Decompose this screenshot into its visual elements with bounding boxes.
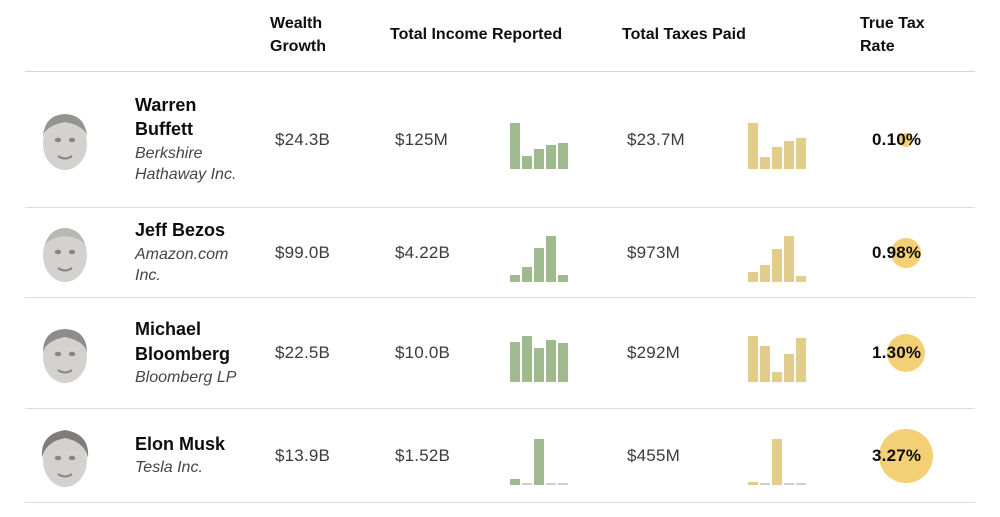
person-name: Warren Buffett	[135, 95, 197, 140]
wealth-growth-value: $22.5B	[275, 343, 331, 362]
taxes-value: $455M	[627, 445, 680, 465]
taxes-sparkline-chart	[748, 336, 806, 382]
person-company: Tesla Inc.	[135, 459, 203, 477]
column-header-total-income: Total Income Reported	[390, 26, 563, 44]
table-row-michael-bloomberg: Michael Bloomberg Bloomberg LP $22.5B $1…	[25, 298, 975, 409]
income-sparkline-chart	[510, 235, 568, 282]
rate-highlight-circle	[898, 132, 913, 147]
income-value: $1.52B	[395, 445, 451, 465]
table-header-row: Wealth Growth Total Income Reported Tota…	[25, 0, 975, 72]
taxes-sparkline-chart	[748, 235, 806, 282]
avatar-cell	[25, 219, 135, 287]
wealth-growth-value: $99.0B	[275, 242, 331, 262]
table-row-jeff-bezos: Jeff Bezos Amazon.com Inc. $99.0B $4.22B…	[25, 208, 975, 298]
true-tax-rate-cell: 3.27%	[860, 428, 975, 483]
rate-highlight-circle	[886, 334, 925, 372]
avatar-michael-bloomberg	[43, 329, 87, 383]
avatar-cell	[25, 106, 135, 174]
true-tax-rate-cell: 1.30%	[860, 334, 975, 372]
true-tax-rate-value: 0.10%	[872, 129, 922, 149]
column-header-true-tax-rate: True Tax Rate	[860, 15, 925, 55]
person-company: Berkshire Hathaway Inc.	[135, 144, 237, 184]
table-row-warren-buffett: Warren Buffett Berkshire Hathaway Inc. $…	[25, 72, 975, 208]
name-cell: Elon Musk Tesla Inc.	[135, 432, 270, 479]
avatar-elon-musk	[41, 429, 89, 487]
wealth-growth-value: $24.3B	[275, 129, 331, 149]
income-sparkline-chart	[510, 438, 568, 485]
person-name: Jeff Bezos	[135, 220, 226, 241]
person-name: Elon Musk	[135, 434, 226, 455]
column-header-total-taxes: Total Taxes Paid	[622, 26, 746, 44]
person-company: Bloomberg LP	[135, 369, 237, 386]
avatar-cell	[25, 319, 135, 387]
avatar-warren-buffett	[43, 113, 87, 170]
avatar-jeff-bezos	[43, 227, 87, 282]
income-value: $125M	[395, 129, 448, 149]
person-company: Amazon.com Inc.	[135, 245, 229, 285]
wealth-growth-value: $13.9B	[275, 445, 331, 465]
person-name: Michael Bloomberg	[135, 319, 231, 364]
avatar-cell	[25, 422, 135, 490]
name-cell: Jeff Bezos Amazon.com Inc.	[135, 218, 270, 286]
true-tax-rate-cell: 0.98%	[860, 237, 975, 268]
taxes-sparkline-chart	[748, 438, 806, 485]
taxes-sparkline-chart	[748, 122, 806, 169]
income-value: $10.0B	[395, 343, 451, 362]
table-row-elon-musk: Elon Musk Tesla Inc. $13.9B $1.52B $455M…	[25, 409, 975, 503]
true-tax-rate-cell: 0.10%	[860, 130, 975, 150]
name-cell: Warren Buffett Berkshire Hathaway Inc.	[135, 93, 270, 186]
true-tax-rate-value: 1.30%	[872, 343, 922, 362]
billionaire-tax-table: Wealth Growth Total Income Reported Tota…	[25, 0, 975, 503]
rate-highlight-circle	[878, 428, 933, 483]
true-tax-rate-value: 3.27%	[872, 445, 922, 465]
true-tax-rate-value: 0.98%	[872, 242, 922, 262]
taxes-value: $23.7M	[627, 129, 685, 149]
taxes-value: $292M	[627, 343, 680, 362]
income-sparkline-chart	[510, 336, 568, 382]
income-value: $4.22B	[395, 242, 451, 262]
rate-highlight-circle	[890, 237, 921, 268]
income-sparkline-chart	[510, 122, 568, 169]
taxes-value: $973M	[627, 242, 680, 262]
name-cell: Michael Bloomberg Bloomberg LP	[135, 317, 270, 388]
column-header-wealth-growth: Wealth Growth	[270, 15, 326, 55]
